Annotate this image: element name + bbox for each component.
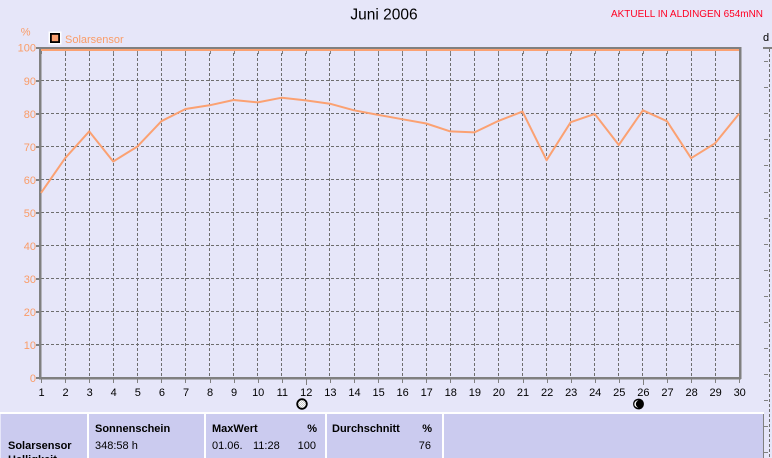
svg-text:AKTUELL IN ALDINGEN 654mNN: AKTUELL IN ALDINGEN 654mNN — [611, 8, 763, 20]
svg-text:%: % — [422, 423, 432, 435]
svg-text:Sonnenschein: Sonnenschein — [95, 423, 170, 435]
svg-text:50: 50 — [24, 208, 36, 220]
svg-text:348:58 h: 348:58 h — [95, 440, 138, 452]
svg-text:16: 16 — [396, 387, 408, 399]
svg-text:14: 14 — [348, 387, 360, 399]
svg-text:30: 30 — [734, 387, 746, 399]
svg-text:10: 10 — [24, 340, 36, 352]
svg-text:Durchschnitt: Durchschnitt — [332, 423, 400, 435]
svg-text:15: 15 — [372, 387, 384, 399]
svg-text:18: 18 — [445, 387, 457, 399]
svg-text:4: 4 — [111, 387, 117, 399]
svg-text:%: % — [21, 27, 31, 39]
svg-text:28: 28 — [685, 387, 697, 399]
svg-text:24: 24 — [589, 387, 601, 399]
svg-text:60: 60 — [24, 175, 36, 187]
svg-text:%: % — [307, 423, 317, 435]
svg-text:40: 40 — [24, 241, 36, 253]
svg-text:10: 10 — [252, 387, 264, 399]
svg-text:3: 3 — [87, 387, 93, 399]
svg-text:20: 20 — [493, 387, 505, 399]
svg-text:30: 30 — [24, 274, 36, 286]
svg-text:Solarsensor: Solarsensor — [65, 34, 124, 46]
svg-text:5: 5 — [135, 387, 141, 399]
svg-text:20: 20 — [24, 307, 36, 319]
svg-text:Juni 2006: Juni 2006 — [350, 7, 417, 24]
svg-text:19: 19 — [469, 387, 481, 399]
svg-text:100: 100 — [298, 440, 316, 452]
svg-text:8: 8 — [207, 387, 213, 399]
svg-text:90: 90 — [24, 76, 36, 88]
svg-text:MaxWert: MaxWert — [212, 423, 258, 435]
svg-text:23: 23 — [565, 387, 577, 399]
svg-text:26: 26 — [637, 387, 649, 399]
svg-text:21: 21 — [517, 387, 529, 399]
svg-text:2: 2 — [63, 387, 69, 399]
svg-text:25: 25 — [613, 387, 625, 399]
svg-text:9: 9 — [231, 387, 237, 399]
svg-text:29: 29 — [709, 387, 721, 399]
svg-text:12: 12 — [300, 387, 312, 399]
svg-text:11:28: 11:28 — [253, 440, 280, 452]
svg-text:27: 27 — [661, 387, 673, 399]
svg-text:6: 6 — [159, 387, 165, 399]
svg-text:76: 76 — [419, 440, 431, 452]
svg-text:13: 13 — [324, 387, 336, 399]
svg-text:100: 100 — [18, 43, 36, 55]
svg-text:Helligkeit: Helligkeit — [8, 454, 57, 458]
svg-text:0: 0 — [30, 373, 36, 385]
svg-text:7: 7 — [183, 387, 189, 399]
svg-text:11: 11 — [277, 387, 288, 399]
svg-text:Solarsensor: Solarsensor — [8, 440, 72, 452]
svg-text:17: 17 — [421, 387, 433, 399]
svg-text:1: 1 — [38, 387, 44, 399]
svg-text:80: 80 — [24, 109, 36, 121]
svg-text:01.06.: 01.06. — [212, 440, 243, 452]
svg-text:d: d — [763, 32, 769, 44]
svg-text:22: 22 — [541, 387, 553, 399]
svg-text:70: 70 — [24, 142, 36, 154]
